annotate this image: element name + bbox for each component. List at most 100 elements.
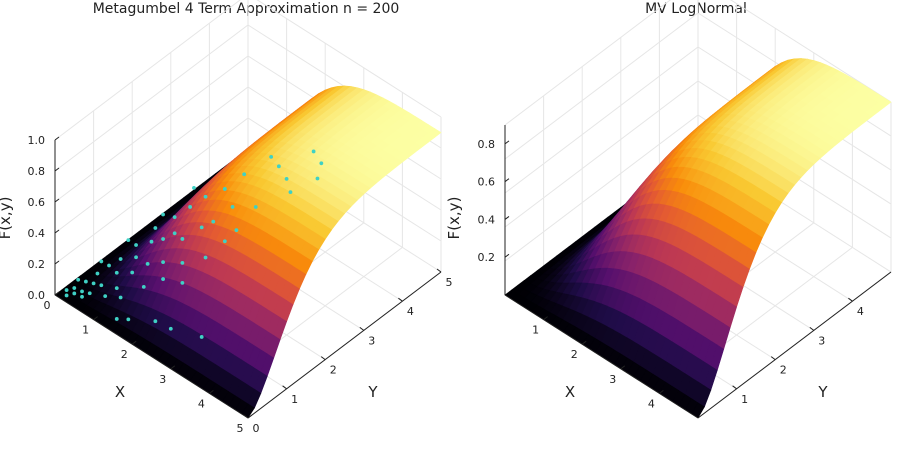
scatter-point (103, 294, 108, 299)
y-tick-mark (320, 356, 326, 361)
x-tick-label: 4 (198, 397, 205, 410)
scatter-point (107, 263, 111, 268)
x-axis-line (54, 294, 249, 419)
scatter-point (64, 288, 69, 292)
scatter-point (319, 161, 324, 166)
scatter-point (91, 281, 96, 286)
y-tick-mark (770, 356, 776, 361)
grid-line (504, 80, 892, 228)
z-tick-label: 0.2 (28, 258, 46, 271)
scatter-point (114, 270, 119, 275)
x-tick-mark (659, 389, 664, 394)
scatter-point (72, 291, 77, 296)
left-chart-panel: Metagumbel 4 Term Approximation n = 200 … (0, 0, 453, 435)
z-tick-mark (504, 140, 510, 145)
z-tick-mark (504, 253, 510, 258)
z-tick-mark (54, 229, 60, 234)
left-scatter-points (64, 149, 324, 339)
y-tick-label: 1 (741, 393, 748, 406)
grid-line (504, 114, 892, 262)
scatter-point (253, 205, 258, 209)
y-tick-label: 1 (291, 393, 298, 406)
scatter-point (230, 205, 235, 209)
scatter-point (315, 176, 320, 181)
z-tick-label: 0.6 (28, 196, 46, 209)
y-tick-label: 2 (330, 364, 337, 377)
y-tick-label: 2 (780, 364, 787, 377)
right-surface (504, 58, 892, 419)
scatter-point (161, 237, 165, 241)
left-chart-title: Metagumbel 4 Term Approximation n = 200 (93, 1, 400, 17)
left-z-axis-label: F(x,y) (0, 197, 14, 240)
y-tick-mark (282, 385, 287, 390)
x-tick-label: 4 (648, 397, 655, 410)
y-tick-label: 3 (368, 334, 375, 347)
x-tick-mark (93, 316, 98, 321)
scatter-point (83, 279, 88, 284)
y-tick-mark (732, 385, 737, 390)
right-chart-title: MV LogNormal (645, 1, 747, 17)
scatter-point (134, 255, 138, 260)
grid-line (504, 0, 892, 126)
z-tick-label: 0.4 (478, 213, 496, 226)
z-tick-mark (54, 260, 60, 265)
x-tick-mark (131, 340, 137, 345)
scatter-point (99, 283, 104, 288)
scatter-point (95, 271, 100, 276)
scatter-point (234, 228, 239, 233)
scatter-point (149, 239, 154, 244)
x-tick-mark (247, 414, 253, 419)
y-tick-mark (809, 326, 815, 331)
scatter-point (188, 205, 193, 209)
x-tick-label: 0 (44, 299, 51, 312)
y-axis-line (697, 271, 892, 419)
scatter-point (222, 239, 227, 244)
z-tick-mark (54, 167, 60, 172)
right-y-axis-label: Y (817, 383, 828, 401)
scatter-point (153, 226, 158, 230)
scatter-point (199, 335, 204, 339)
scatter-point (80, 289, 84, 294)
grid-line (54, 0, 442, 141)
scatter-point (284, 177, 289, 181)
scatter-point (161, 212, 165, 217)
scatter-point (141, 284, 146, 289)
y-axis-line (247, 271, 442, 419)
z-tick-mark (54, 136, 60, 141)
right-z-axis-label: F(x,y) (445, 197, 463, 240)
z-tick-mark (504, 178, 510, 183)
scatter-point (161, 260, 165, 265)
scatter-point (130, 270, 135, 275)
scatter-point (269, 154, 274, 159)
y-tick-label: 5 (446, 276, 453, 289)
scatter-point (180, 281, 185, 285)
scatter-point (222, 187, 227, 191)
scatter-point (64, 293, 69, 298)
scatter-point (242, 172, 247, 177)
scatter-point (276, 164, 281, 169)
y-tick-label: 3 (818, 334, 825, 347)
scatter-point (134, 243, 138, 247)
scatter-point (126, 317, 131, 322)
scatter-point (168, 326, 173, 331)
grid-line (54, 117, 442, 265)
z-tick-label: 0.4 (28, 227, 46, 240)
z-tick-label: 0.8 (478, 138, 496, 151)
scatter-point (180, 260, 185, 265)
y-tick-label: 4 (407, 305, 414, 318)
scatter-point (153, 319, 158, 324)
scatter-point (114, 286, 119, 291)
right-axes: 1 2 3 4 1 2 3 4 0.2 0.4 0.6 0.8 (478, 125, 892, 419)
scatter-point (80, 294, 84, 299)
y-tick-mark (243, 414, 249, 419)
scatter-point (99, 259, 104, 264)
y-tick-label: 4 (857, 305, 864, 318)
scatter-point (203, 194, 208, 199)
scatter-point (118, 257, 123, 261)
scatter-point (126, 238, 131, 243)
z-tick-label: 0.2 (478, 251, 496, 264)
scatter-point (161, 277, 165, 281)
x-tick-label: 1 (532, 324, 539, 337)
